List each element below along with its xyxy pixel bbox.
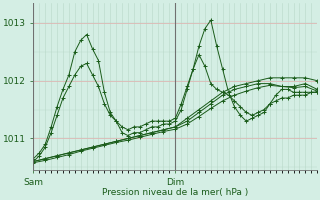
X-axis label: Pression niveau de la mer( hPa ): Pression niveau de la mer( hPa ) [102, 188, 248, 197]
